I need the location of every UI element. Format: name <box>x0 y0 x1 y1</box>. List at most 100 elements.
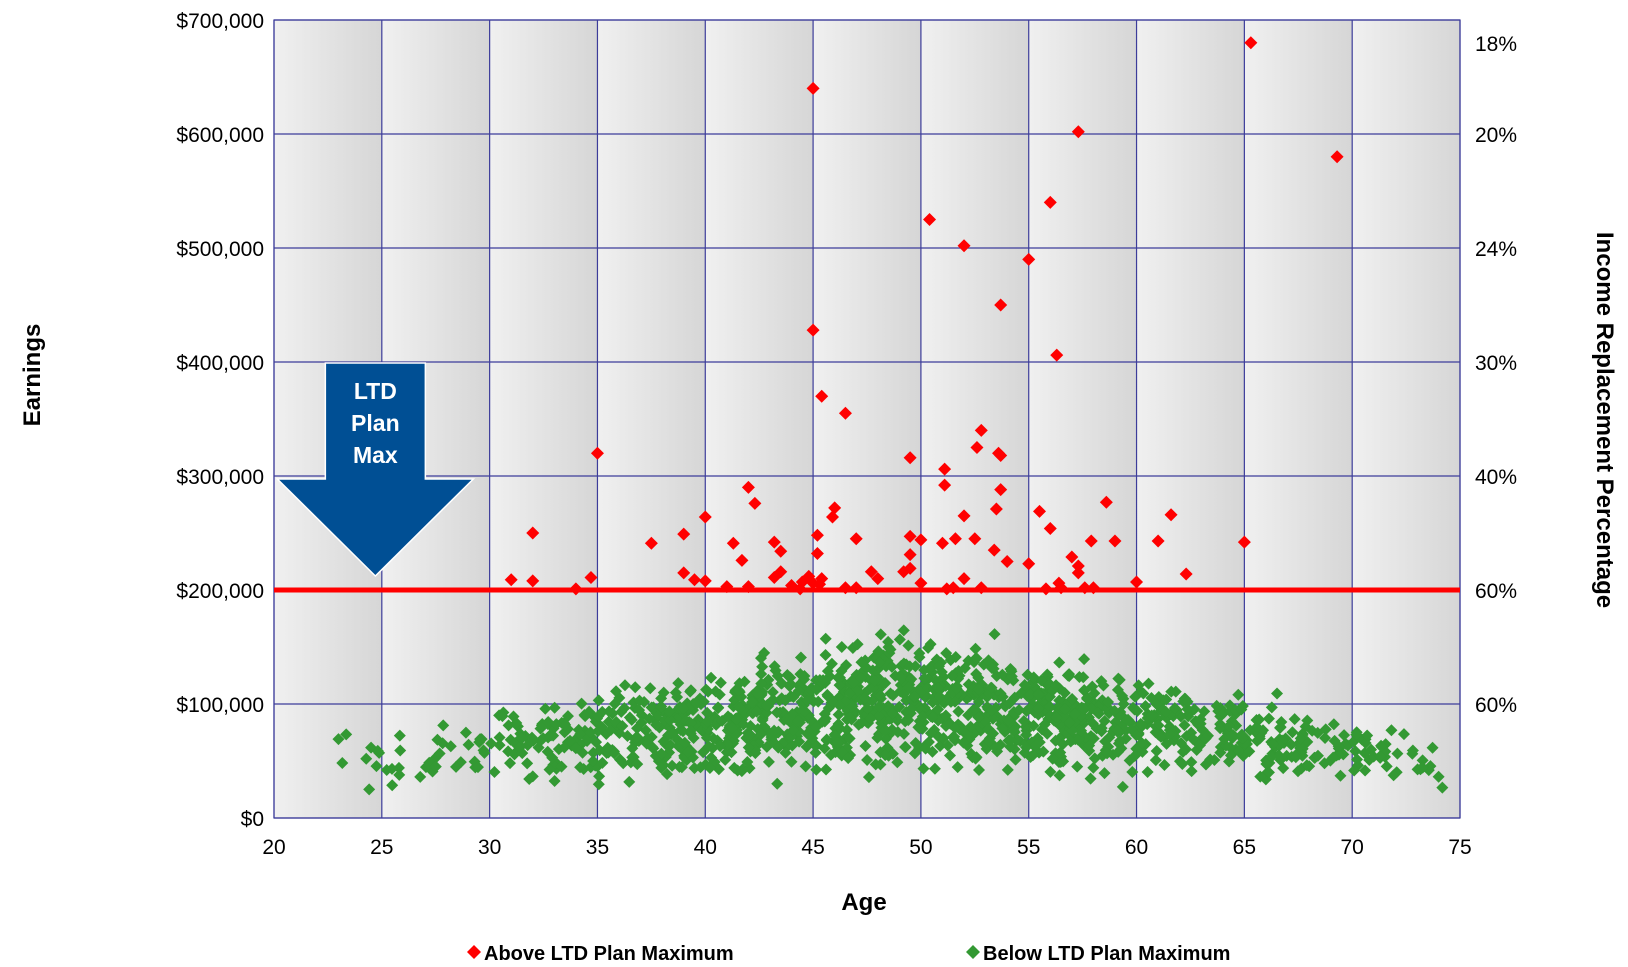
plot-band <box>1136 20 1245 818</box>
below-plan-max-point <box>1075 724 1088 737</box>
above-plan-max-point <box>698 574 712 588</box>
below-plan-max-point <box>1277 762 1290 775</box>
below-plan-max-point <box>677 702 690 715</box>
below-plan-max-point <box>393 768 406 781</box>
below-plan-max-point <box>818 715 831 728</box>
below-plan-max-point <box>1142 677 1155 690</box>
below-plan-max-point <box>542 715 555 728</box>
below-plan-max-point <box>569 742 582 755</box>
above-plan-max-point <box>726 536 740 550</box>
below-plan-max-point <box>926 711 939 724</box>
below-plan-max-point <box>1311 726 1324 739</box>
below-plan-max-point <box>363 783 376 796</box>
below-plan-max-point <box>595 721 608 734</box>
below-plan-max-point <box>1126 765 1139 778</box>
below-plan-max-point <box>919 742 932 755</box>
below-plan-max-point <box>761 698 774 711</box>
below-plan-max-point <box>1058 702 1071 715</box>
below-plan-max-point <box>972 763 985 776</box>
plot-frame <box>273 19 1461 819</box>
above-plan-max-point <box>957 572 971 586</box>
below-plan-max-point <box>1088 752 1101 765</box>
above-plan-max-point <box>828 501 842 515</box>
below-plan-max-point <box>669 686 682 699</box>
below-plan-max-point <box>1023 702 1036 715</box>
below-plan-max-point <box>488 765 501 778</box>
below-plan-max-point <box>672 677 685 690</box>
below-plan-max-point <box>1132 679 1145 692</box>
below-plan-max-point <box>932 703 945 716</box>
below-plan-max-point <box>1063 716 1076 729</box>
below-plan-max-point <box>629 681 642 694</box>
x-tick-label: 25 <box>370 836 393 859</box>
below-plan-max-point <box>821 665 834 678</box>
below-plan-max-point <box>563 734 576 747</box>
below-plan-max-point <box>701 706 714 719</box>
below-plan-max-point <box>733 677 746 690</box>
below-plan-max-point <box>1020 741 1033 754</box>
below-plan-max-point <box>1004 733 1017 746</box>
above-plan-max-point <box>897 565 911 579</box>
below-plan-max-point <box>801 694 814 707</box>
below-plan-max-point <box>1053 769 1066 782</box>
below-plan-max-point <box>861 753 874 766</box>
ltd-plan-max-arrow-shape <box>275 362 476 578</box>
below-plan-max-point <box>794 651 807 664</box>
above-plan-max-point <box>957 239 971 253</box>
y2-tick-label: 40% <box>1475 466 1517 489</box>
below-plan-max-point <box>1158 758 1171 771</box>
below-plan-max-point <box>477 744 490 757</box>
below-plan-max-point <box>534 735 547 748</box>
below-plan-max-point <box>925 660 938 673</box>
below-plan-max-point <box>539 702 552 715</box>
plot-band <box>597 20 706 818</box>
below-plan-max-point <box>985 661 998 674</box>
below-plan-max-point <box>684 685 697 698</box>
below-plan-max-point <box>593 770 606 783</box>
below-plan-max-point <box>1274 721 1287 734</box>
y-tick-label: $500,000 <box>176 238 264 261</box>
below-plan-max-point <box>666 759 679 772</box>
below-plan-max-point <box>1223 755 1236 768</box>
below-plan-max-point <box>1416 761 1429 774</box>
below-plan-max-point <box>957 736 970 749</box>
below-plan-max-point <box>1102 696 1115 709</box>
above-plan-max-point <box>526 574 540 588</box>
below-plan-max-point <box>842 752 855 765</box>
above-plan-max-point <box>687 573 701 587</box>
below-plan-max-point <box>1013 703 1026 716</box>
below-plan-max-point <box>843 732 856 745</box>
below-plan-max-point <box>886 707 899 720</box>
below-plan-max-point <box>937 732 950 745</box>
above-plan-max-point <box>825 510 839 524</box>
below-plan-max-point <box>1033 736 1046 749</box>
below-plan-max-point <box>431 733 444 746</box>
below-plan-max-point <box>986 712 999 725</box>
above-plan-max-point <box>903 451 917 465</box>
below-plan-max-point <box>1068 708 1081 721</box>
below-plan-max-point <box>548 775 561 788</box>
y-axis-title: Earnings <box>19 324 46 427</box>
above-plan-max-point <box>935 536 949 550</box>
below-plan-max-point <box>812 695 825 708</box>
below-plan-max-point <box>855 656 868 669</box>
x-tick-label: 50 <box>909 836 932 859</box>
above-plan-max-point <box>1237 535 1251 549</box>
below-plan-max-point <box>885 660 898 673</box>
below-plan-max-point <box>513 740 526 753</box>
above-plan-max-point <box>948 532 962 546</box>
x-tick-label: 40 <box>694 836 717 859</box>
below-plan-max-point <box>1131 705 1144 718</box>
below-plan-max-point <box>996 690 1009 703</box>
below-plan-max-point <box>891 726 904 739</box>
below-plan-max-point <box>527 734 540 747</box>
below-plan-max-point <box>702 740 715 753</box>
below-plan-max-point <box>728 761 741 774</box>
below-plan-max-point <box>1163 728 1176 741</box>
below-plan-max-point <box>655 700 668 713</box>
above-plan-max-point <box>1084 534 1098 548</box>
ltd-plan-max-label: Plan <box>351 410 400 436</box>
below-plan-max-point <box>1050 711 1063 724</box>
above-plan-max-point <box>987 543 1001 557</box>
above-plan-max-point <box>938 462 952 476</box>
